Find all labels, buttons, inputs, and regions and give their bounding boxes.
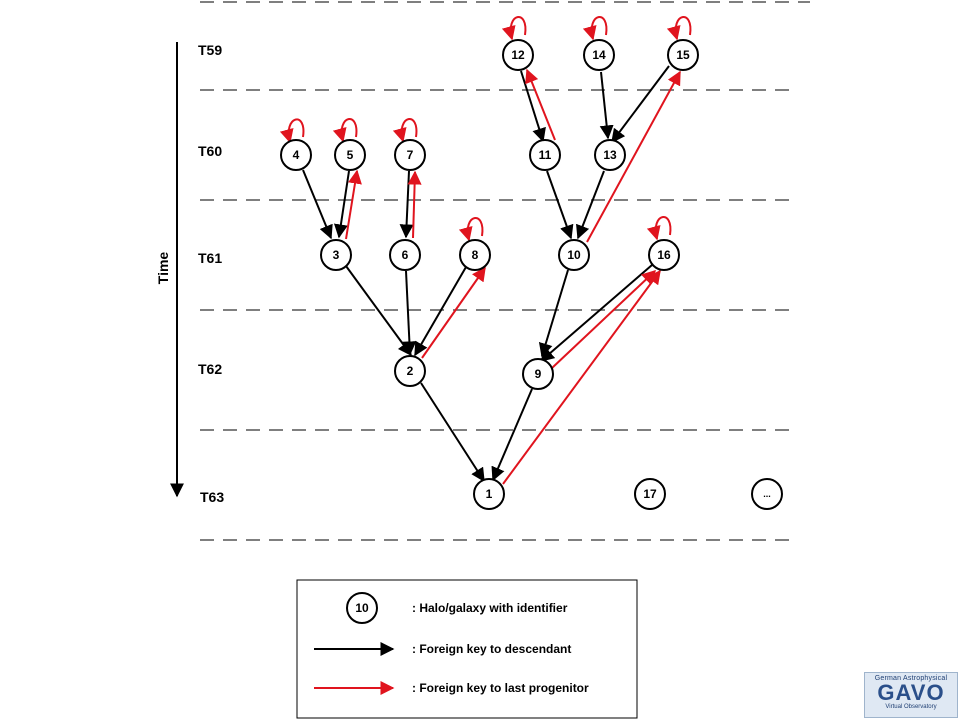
progenitor-arrow: [345, 169, 362, 240]
snapshot-labels: T59 T60 T61 T62 T63: [198, 42, 224, 505]
halo-node: [594, 139, 626, 171]
node-label: 2: [407, 364, 414, 378]
node-label: 1: [486, 487, 493, 501]
descendant-arrow: [333, 170, 350, 239]
node-label: 14: [592, 48, 606, 62]
descendant-arrow: [302, 169, 333, 240]
snapshot-label: T63: [200, 489, 224, 505]
last-progenitor-links: [279, 15, 692, 485]
progenitor-arrow: [502, 269, 661, 485]
progenitor-arrow: [421, 266, 486, 359]
legend-node-text: : Halo/galaxy with identifier: [412, 601, 568, 615]
self-loop-arrow: [666, 15, 692, 41]
snapshot-label: T61: [198, 250, 222, 266]
tree-nodes: [280, 39, 783, 510]
halo-node: [394, 139, 426, 171]
halo-node: [667, 39, 699, 71]
node-label: 9: [535, 367, 542, 381]
snapshot-separators: [200, 1, 810, 541]
node-labels: 1 2 3 4 5 6 7 8 9 10 11 12 13 14 15 16 1…: [293, 48, 771, 501]
node-label: 5: [347, 148, 354, 162]
halo-node: [648, 239, 680, 271]
progenitor-arrow: [525, 68, 556, 141]
legend-progenitor-text: : Foreign key to last progenitor: [412, 681, 589, 695]
descendant-arrow: [546, 170, 574, 240]
descendant-arrow: [414, 266, 467, 357]
halo-node: [583, 39, 615, 71]
self-loop-arrow: [279, 118, 305, 144]
halo-node: [522, 358, 554, 390]
halo-node: [502, 39, 534, 71]
descendant-arrow: [399, 170, 414, 239]
descendant-arrow: [576, 170, 605, 240]
node-label: 3: [333, 248, 340, 262]
descendant-arrow: [611, 65, 670, 144]
node-label: 13: [603, 148, 617, 162]
halo-node: [529, 139, 561, 171]
halo-node: [320, 239, 352, 271]
node-label: 10: [567, 248, 581, 262]
halo-node: [394, 355, 426, 387]
descendant-arrow: [402, 270, 417, 356]
time-axis-label: Time: [155, 252, 171, 285]
node-label: 17: [643, 487, 657, 501]
halo-node: [280, 139, 312, 171]
node-label: ...: [763, 489, 771, 499]
progenitor-arrow: [551, 270, 657, 369]
descendant-arrow: [599, 71, 614, 140]
node-label: 15: [676, 48, 690, 62]
node-label: 12: [511, 48, 525, 62]
self-loop-arrow: [332, 117, 358, 143]
node-label: 8: [472, 248, 479, 262]
descendant-arrow: [345, 265, 412, 357]
legend-node-label: 10: [355, 601, 369, 615]
legend: 10 : Halo/galaxy with identifier : Forei…: [296, 579, 638, 719]
self-loop-arrow: [392, 117, 418, 143]
snapshot-label: T62: [198, 361, 222, 377]
progenitor-arrow: [586, 70, 681, 243]
descendant-arrow: [491, 388, 533, 482]
halo-node: [634, 478, 666, 510]
self-loop-arrow: [646, 215, 672, 241]
descendant-arrow: [420, 382, 485, 483]
descendant-arrow: [539, 264, 653, 362]
descendant-arrow: [520, 70, 546, 143]
self-loop-arrow: [458, 216, 484, 242]
node-label: 7: [407, 148, 414, 162]
self-loop-arrow: [501, 15, 527, 41]
snapshot-label: T60: [198, 143, 222, 159]
node-label: 4: [293, 148, 300, 162]
legend-node-example: [346, 592, 378, 624]
legend-descendant-text: : Foreign key to descendant: [412, 642, 571, 656]
node-label: 16: [657, 248, 671, 262]
node-label: 6: [402, 248, 409, 262]
halo-node: [389, 239, 421, 271]
progenitor-arrow: [407, 170, 422, 239]
logo-main-text: GAVO: [877, 680, 945, 705]
halo-node: [751, 478, 783, 510]
halo-node: [558, 239, 590, 271]
gavo-logo: German Astrophysical GAVO Virtual Observ…: [864, 672, 958, 718]
descendant-links: [302, 65, 670, 483]
halo-node: [473, 478, 505, 510]
descendant-arrow: [538, 269, 569, 358]
logo-top-text: German Astrophysical: [874, 675, 948, 682]
logo-bottom-text: Virtual Observatory: [885, 704, 937, 710]
halo-node: [334, 139, 366, 171]
self-loop-arrow: [582, 15, 608, 41]
halo-node: [459, 239, 491, 271]
snapshot-label: T59: [198, 42, 222, 58]
node-label: 11: [539, 148, 552, 162]
